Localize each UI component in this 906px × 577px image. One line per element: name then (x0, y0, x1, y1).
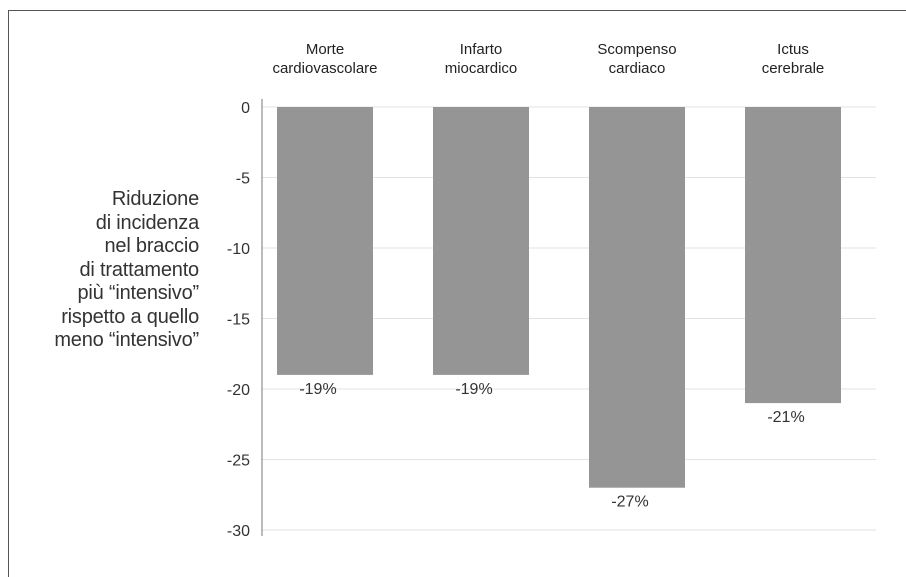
data-label: -21% (767, 409, 804, 426)
bar (745, 107, 841, 404)
bar (433, 107, 529, 375)
data-label: -19% (299, 381, 336, 398)
data-label: -19% (455, 381, 492, 398)
category-label: Morte cardiovascolare (272, 41, 377, 77)
y-tick-label: 0 (241, 100, 250, 117)
y-tick-label: -30 (227, 523, 250, 540)
y-tick-label: -5 (236, 171, 250, 188)
bar (277, 107, 373, 375)
y-tick-label: -20 (227, 382, 250, 399)
y-tick-label: -15 (227, 312, 250, 329)
category-label: Ictus cerebrale (762, 41, 825, 77)
y-axis-label: Riduzione di incidenza nel braccio di tr… (54, 188, 199, 351)
y-tick-label: -10 (227, 241, 250, 258)
data-label: -27% (611, 494, 648, 511)
bar (589, 107, 685, 488)
y-tick-label: -25 (227, 453, 250, 470)
category-label: Scompenso cardiaco (597, 41, 676, 77)
chart-frame (8, 10, 906, 577)
category-label: Infarto miocardico (445, 41, 518, 77)
